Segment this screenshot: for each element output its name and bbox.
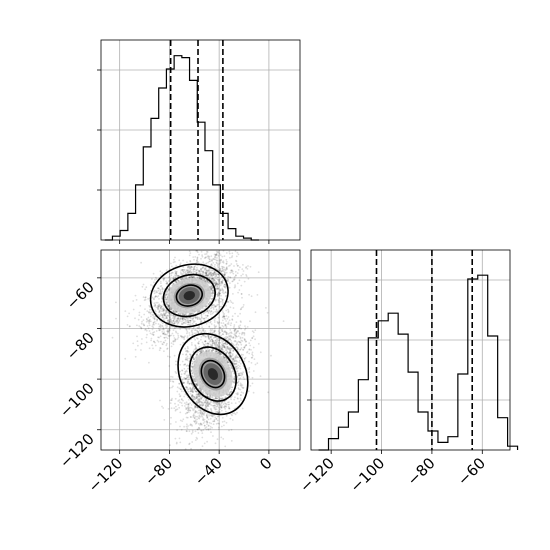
- histogram-y-panel: −120 −100 −80 −60: [296, 249, 519, 496]
- scatter-density-panel: −120 −80 −40 0 −60 −80 −100 −120: [56, 249, 301, 496]
- mode-1: [177, 332, 249, 416]
- histogram-x-panel: [97, 39, 301, 244]
- mode-0-density-3: [183, 290, 195, 301]
- scatter-xtick-label-1: −80: [141, 454, 176, 489]
- hist-y-xtick-label-3: −60: [454, 454, 489, 489]
- hist-y-frame: [310, 249, 511, 451]
- hist-y-steps: [318, 274, 519, 451]
- scatter-frame: [100, 249, 301, 451]
- scatter-plot-area: [111, 250, 285, 450]
- hist-y-xtick-label-0: −120: [296, 454, 338, 496]
- scatter-ytick-label-0: −60: [63, 278, 98, 313]
- scatter-ytick-label-2: −100: [56, 379, 98, 421]
- scatter-xtick-label-0: −120: [85, 454, 127, 496]
- hist-x-steps: [104, 55, 259, 241]
- scatter-xtick-label-3: 0: [256, 454, 275, 473]
- mode-0-contour-1: [162, 273, 216, 318]
- mode-1-contour-0: [200, 359, 226, 389]
- scatter-ytick-label-3: −120: [56, 430, 98, 472]
- scatter-xtick-label-2: −40: [191, 454, 226, 489]
- mode-1-contour-2: [177, 332, 249, 416]
- scatter-ytick-label-1: −80: [63, 329, 98, 364]
- mode-0: [149, 263, 229, 328]
- hist-y-xtick-label-1: −100: [346, 454, 388, 496]
- mode-0-contour-0: [175, 284, 204, 307]
- mode-1-density-3: [207, 368, 219, 380]
- hist-x-frame: [100, 39, 301, 241]
- mode-0-contour-2: [149, 263, 229, 328]
- hist-y-xtick-label-2: −80: [404, 454, 439, 489]
- mode-1-contour-1: [188, 346, 237, 402]
